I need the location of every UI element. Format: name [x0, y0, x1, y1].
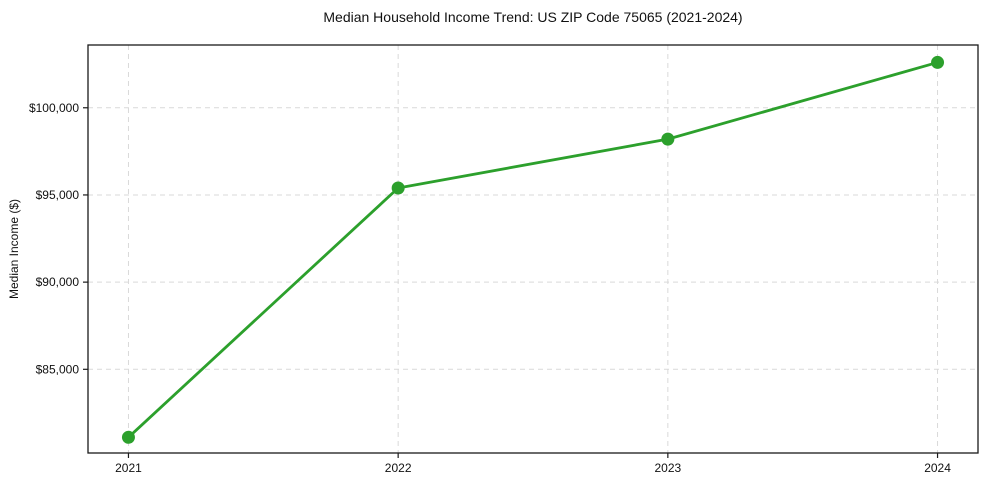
data-point-marker: [391, 181, 405, 195]
x-tick-label: 2022: [385, 461, 412, 475]
x-tick-label: 2024: [924, 461, 951, 475]
plot-border: [87, 44, 979, 454]
y-tick-label: $95,000: [36, 188, 80, 202]
trend-line: [127, 61, 939, 439]
chart-title: Median Household Income Trend: US ZIP Co…: [323, 9, 743, 25]
y-tick-label: $85,000: [36, 362, 80, 376]
data-point-marker: [661, 132, 675, 146]
x-tick-label: 2023: [654, 461, 681, 475]
y-tick-label: $90,000: [36, 275, 80, 289]
x-tick-label: 2021: [115, 461, 142, 475]
y-axis-label: Median Income ($): [7, 198, 21, 300]
data-point-marker: [931, 55, 945, 69]
y-tick-label: $100,000: [29, 101, 79, 115]
data-point-marker: [121, 430, 135, 444]
